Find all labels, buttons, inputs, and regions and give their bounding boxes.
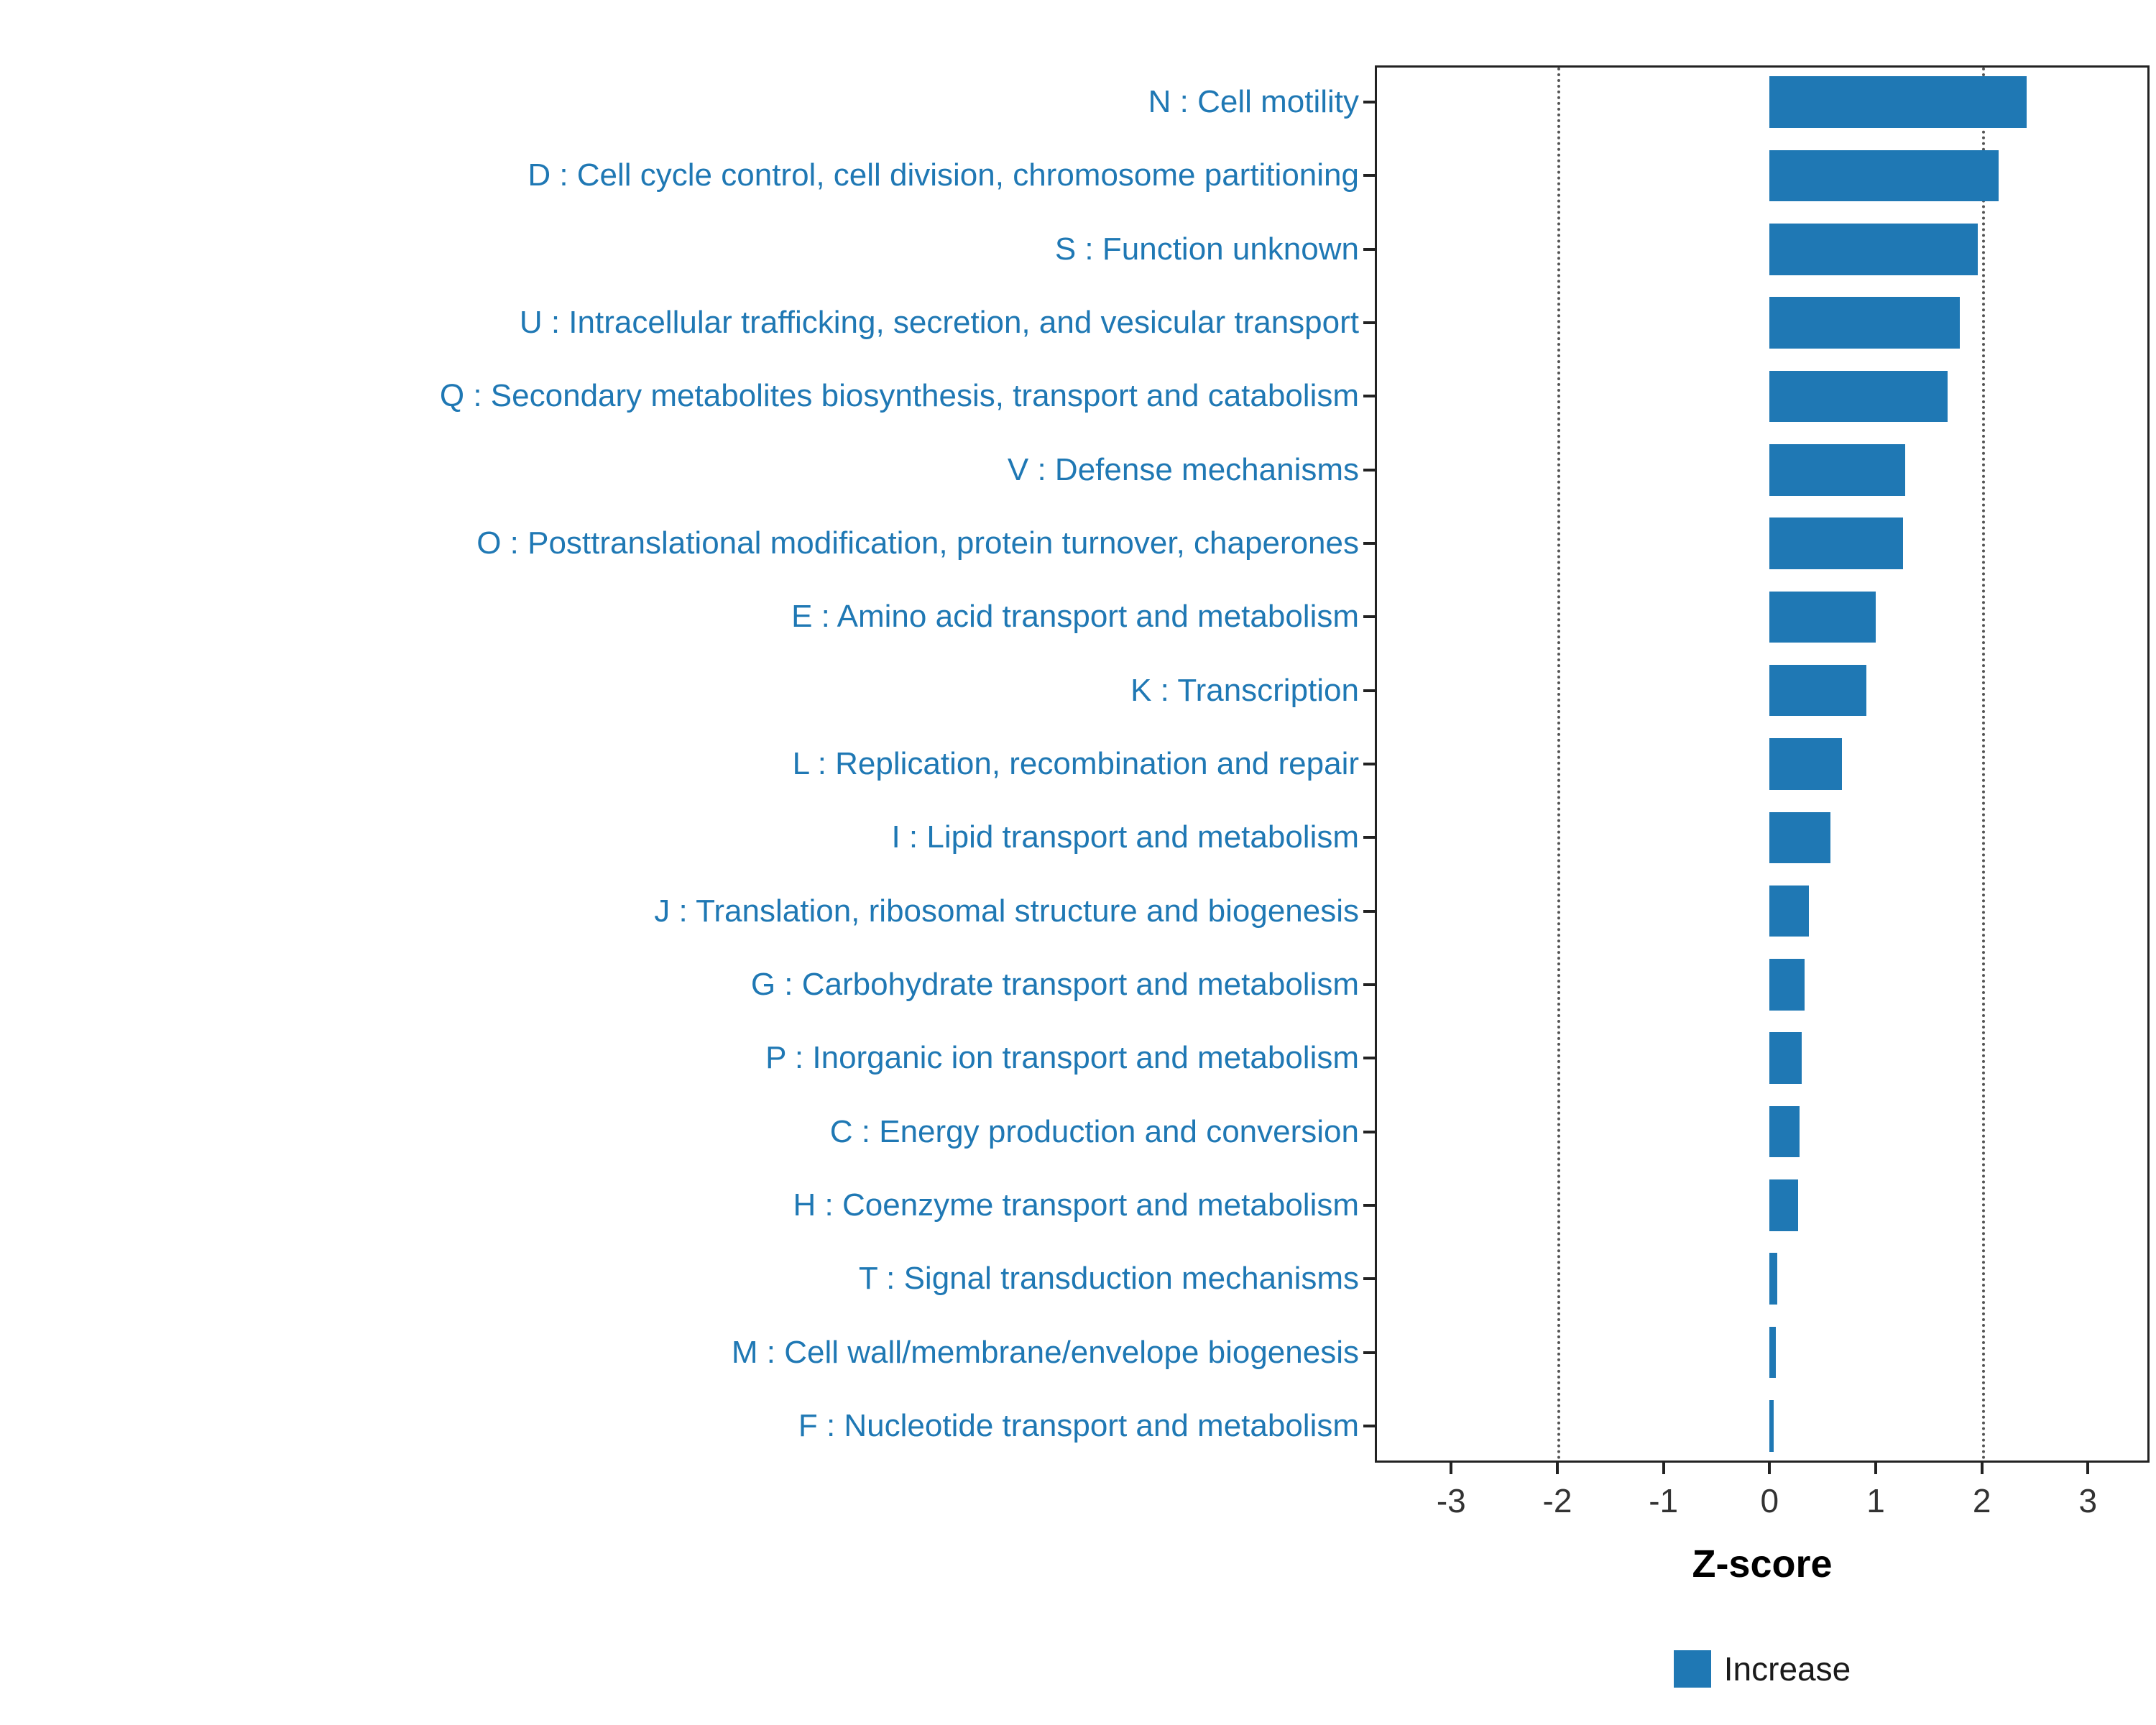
category-label: M : Cell wall/membrane/envelope biogenes… (731, 1334, 1359, 1370)
x-tick-label: -2 (1542, 1482, 1572, 1519)
category-label: L : Replication, recombination and repai… (792, 745, 1359, 781)
category-label: P : Inorganic ion transport and metaboli… (765, 1040, 1359, 1076)
bar (1769, 223, 1978, 275)
y-tick-mark (1363, 395, 1375, 398)
bar (1769, 1253, 1777, 1305)
category-label: Q : Secondary metabolites biosynthesis, … (439, 378, 1359, 414)
bar (1769, 1326, 1777, 1379)
bar (1769, 664, 1866, 717)
y-tick-mark (1363, 689, 1375, 692)
category-label: C : Energy production and conversion (829, 1113, 1359, 1149)
x-tick-label: 0 (1760, 1482, 1779, 1519)
y-tick-mark (1363, 836, 1375, 840)
reference-line-2 (1981, 68, 1985, 1460)
y-tick-mark (1363, 101, 1375, 104)
x-tick-label: -1 (1649, 1482, 1679, 1519)
bar (1769, 297, 1960, 349)
y-tick-mark (1363, 909, 1375, 913)
y-tick-mark (1363, 247, 1375, 251)
y-tick-mark (1363, 468, 1375, 472)
bar (1769, 885, 1809, 937)
category-label: D : Cell cycle control, cell division, c… (528, 157, 1359, 193)
x-tick-mark (1768, 1463, 1772, 1474)
y-tick-mark (1363, 1130, 1375, 1133)
x-tick-mark (1662, 1463, 1665, 1474)
y-tick-mark (1363, 321, 1375, 325)
y-tick-mark (1363, 763, 1375, 765)
category-label: H : Coenzyme transport and metabolism (793, 1187, 1359, 1223)
category-label: G : Carbohydrate transport and metabolis… (750, 966, 1359, 1002)
y-tick-mark (1363, 1424, 1375, 1427)
y-tick-mark (1363, 542, 1375, 546)
category-label: J : Translation, ribosomal structure and… (654, 893, 1359, 929)
legend-label-increase: Increase (1723, 1650, 1851, 1688)
x-tick-label: -3 (1436, 1482, 1466, 1519)
x-tick-mark (1980, 1463, 1984, 1474)
legend: Increase (1375, 1650, 2150, 1688)
bar (1769, 76, 2027, 128)
plot-panel (1375, 65, 2150, 1463)
category-label: F : Nucleotide transport and metabolism (798, 1407, 1359, 1443)
y-tick-mark (1363, 1351, 1375, 1354)
bar (1769, 443, 1906, 496)
y-tick-mark (1363, 1203, 1375, 1207)
y-tick-mark (1363, 983, 1375, 986)
y-tick-mark (1363, 1277, 1375, 1281)
bar (1769, 370, 1948, 423)
x-tick-label: 1 (1866, 1482, 1885, 1519)
category-label: K : Transcription (1130, 672, 1359, 708)
bar (1769, 811, 1830, 864)
x-axis-title: Z-score (1692, 1542, 1833, 1586)
category-label: S : Function unknown (1054, 231, 1359, 267)
x-tick-label: 2 (1972, 1482, 1991, 1519)
x-tick-mark (1450, 1463, 1453, 1474)
y-tick-mark (1363, 174, 1375, 178)
reference-line--2 (1557, 68, 1560, 1460)
x-tick-mark (2086, 1463, 2090, 1474)
bar (1769, 1105, 1800, 1158)
bar (1769, 591, 1876, 643)
category-label: U : Intracellular trafficking, secretion… (519, 305, 1359, 341)
category-label: T : Signal transduction mechanisms (858, 1261, 1359, 1297)
x-tick-mark (1874, 1463, 1877, 1474)
bar (1769, 150, 1999, 202)
x-tick-mark (1555, 1463, 1559, 1474)
bar (1769, 738, 1842, 790)
y-tick-mark (1363, 1057, 1375, 1060)
category-label: E : Amino acid transport and metabolism (791, 599, 1359, 635)
y-tick-mark (1363, 615, 1375, 619)
bar (1769, 1400, 1774, 1452)
x-tick-label: 3 (2078, 1482, 2098, 1519)
legend-swatch-increase (1673, 1650, 1711, 1688)
bar (1769, 1179, 1799, 1231)
category-label: O : Posttranslational modification, prot… (476, 525, 1359, 561)
category-label: I : Lipid transport and metabolism (891, 819, 1359, 855)
bar (1769, 1032, 1802, 1085)
category-label: N : Cell motility (1148, 84, 1359, 120)
category-label: V : Defense mechanisms (1007, 451, 1359, 487)
bar (1769, 959, 1805, 1011)
bar (1769, 518, 1904, 569)
